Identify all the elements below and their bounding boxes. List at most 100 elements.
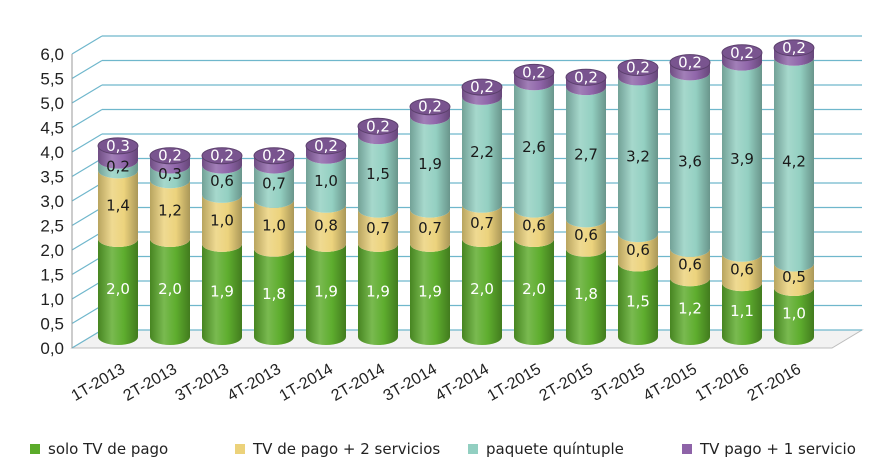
data-label: 0,2 [314,137,338,155]
data-label: 0,2 [782,39,806,57]
y-tick-label: 5,0 [40,94,64,113]
y-tick-label: 2,0 [40,241,64,260]
y-tick-label: 6,0 [40,45,64,64]
data-label: 0,2 [626,59,650,77]
bar-segment [358,136,398,218]
x-tick-label: 2T-2016 [745,361,804,405]
bar-segment [670,278,710,345]
x-tick-label: 3T-2015 [589,361,648,405]
data-label: 2,2 [470,143,494,161]
gridline-diagonal [71,157,103,178]
bar-top-cap [617,59,659,76]
bar-top-cap [773,39,815,57]
bar-segment [410,106,450,125]
gridline-diagonal [71,133,103,153]
bar-top-cap [513,63,555,81]
y-tick-label: 1,5 [40,266,64,285]
data-label: 0,3 [158,165,182,183]
y-tick-label: 5,5 [40,70,64,89]
data-label: 0,6 [678,256,702,274]
bar-segment [722,283,762,345]
gridline-diagonal [71,35,103,55]
y-tick-label: 0,0 [40,339,64,358]
y-tick-label: 3,0 [40,192,64,211]
y-tick-label: 1,0 [40,290,64,309]
bar-segment [722,62,762,262]
data-label: 2,0 [158,280,182,298]
bar-segment [98,170,138,247]
bar-segment [566,219,606,257]
bar-segment [566,248,606,345]
y-tick-label: 3,5 [40,168,64,187]
data-label: 2,6 [522,138,546,156]
data-label: 1,8 [574,285,598,303]
data-label: 0,2 [262,147,286,165]
bar-segment [410,116,450,218]
data-label: 1,0 [314,172,338,190]
bar-segment [150,180,190,247]
data-label: 1,9 [418,282,442,300]
data-label: 0,2 [106,158,130,176]
data-label: 0,7 [418,219,442,237]
bar-top-cap [201,147,243,165]
legend: solo TV de pago TV de pago + 2 servicios… [0,436,880,466]
data-label: 1,0 [262,216,286,234]
bar-top-cap [253,147,295,165]
gridline-diagonal [71,255,103,276]
bar-segment [514,239,554,345]
legend-swatch [468,444,478,454]
data-label: 0,6 [210,172,234,190]
bar-segment [306,145,346,164]
data-label: 1,0 [782,305,806,323]
bar-segment [514,209,554,247]
data-label: 2,0 [106,280,130,298]
data-label: 0,7 [470,214,494,232]
data-label: 0,6 [730,260,754,278]
data-label: 3,9 [730,150,754,168]
data-label: 1,5 [366,165,390,183]
bar-segment [306,204,346,252]
legend-label: TV de pago + 2 servicios [253,440,441,458]
x-tick-label: 3T-2013 [173,361,232,405]
bar-segment [618,67,658,86]
bar-segment [670,62,710,81]
legend-swatch [235,444,245,454]
data-label: 0,2 [418,98,442,116]
bar-segment [306,155,346,213]
bar-segment [774,263,814,296]
data-label: 0,2 [158,147,182,165]
legend-item-tv-1-servicio: TV pago + 1 servicio [682,440,856,458]
bar-segment [98,239,138,345]
bar-top-cap [565,68,607,86]
legend-swatch [30,444,40,454]
data-label: 1,5 [626,292,650,310]
bar-segment [254,155,294,174]
bar-segment [202,194,242,252]
data-label: 0,8 [314,216,338,234]
gridline-diagonal [71,231,103,251]
data-label: 1,9 [418,155,442,173]
bar-segment [618,77,658,243]
bar-segment [774,288,814,345]
x-tick-label: 2T-2014 [329,361,388,405]
gridline-diagonal [71,280,103,300]
data-label: 1,9 [210,282,234,300]
y-tick-label: 4,0 [40,143,64,162]
bar-top-cap [409,98,451,116]
bar-segment [774,47,814,66]
bar-segment [254,248,294,345]
bar-segment [722,52,762,71]
x-tick-label: 1T-2014 [277,361,336,405]
bar-top-cap [721,44,763,62]
gridline-diagonal [71,182,103,202]
bar-segment [410,243,450,345]
data-label: 0,7 [262,175,286,193]
data-label: 3,6 [678,153,702,171]
bar-segment [462,87,502,105]
gridline-diagonal [71,108,103,129]
bar-segment [358,243,398,345]
data-label: 0,2 [730,44,754,62]
data-label: 2,0 [522,280,546,298]
bar-segment [566,77,606,96]
